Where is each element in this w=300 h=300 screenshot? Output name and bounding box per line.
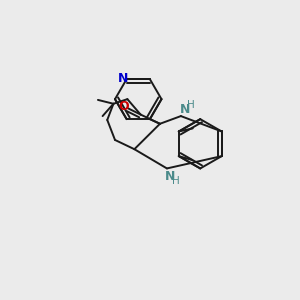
Text: N: N (118, 72, 129, 85)
Text: N: N (180, 103, 191, 116)
Text: O: O (118, 100, 129, 113)
Text: H: H (187, 100, 195, 110)
Text: H: H (172, 176, 179, 186)
Text: N: N (165, 169, 175, 183)
